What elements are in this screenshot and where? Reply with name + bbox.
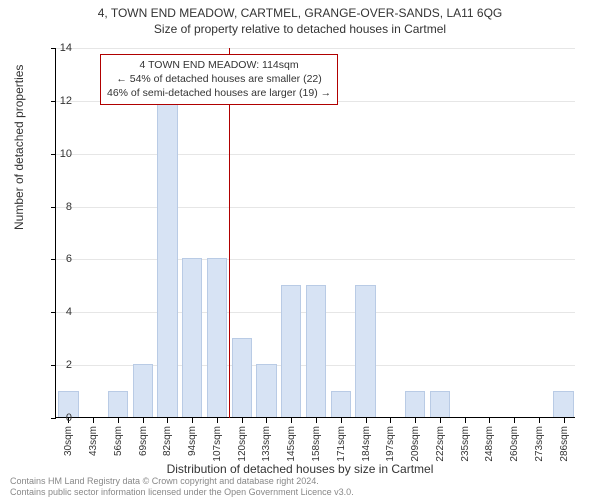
footer-line2: Contains public sector information licen… — [10, 487, 354, 498]
xtick-mark — [390, 418, 391, 423]
xtick-label: 273sqm — [534, 426, 545, 466]
xtick-mark — [118, 418, 119, 423]
ytick-mark — [51, 259, 56, 260]
ytick-label: 10 — [60, 148, 72, 160]
ytick-mark — [51, 48, 56, 49]
bar — [157, 100, 177, 417]
xtick-label: 133sqm — [261, 426, 272, 466]
xtick-label: 82sqm — [162, 426, 173, 466]
xtick-mark — [440, 418, 441, 423]
xtick-label: 209sqm — [410, 426, 421, 466]
chart-container: 4 TOWN END MEADOW: 114sqm ← 54% of detac… — [55, 48, 575, 418]
xtick-label: 107sqm — [212, 426, 223, 466]
ytick-mark — [51, 418, 56, 419]
bar — [182, 258, 202, 417]
page-title-subtitle: Size of property relative to detached ho… — [0, 20, 600, 36]
bar — [306, 285, 326, 417]
xtick-label: 94sqm — [187, 426, 198, 466]
ytick-mark — [51, 365, 56, 366]
xtick-mark — [341, 418, 342, 423]
xtick-label: 248sqm — [484, 426, 495, 466]
ytick-label: 4 — [66, 306, 72, 318]
ytick-mark — [51, 101, 56, 102]
bar — [108, 391, 128, 417]
xtick-label: 158sqm — [311, 426, 322, 466]
bar — [207, 258, 227, 417]
xtick-mark — [242, 418, 243, 423]
ytick-label: 12 — [60, 95, 72, 107]
xtick-label: 197sqm — [385, 426, 396, 466]
footer-line1: Contains HM Land Registry data © Crown c… — [10, 476, 354, 487]
ytick-mark — [51, 312, 56, 313]
xtick-mark — [539, 418, 540, 423]
footer-attribution: Contains HM Land Registry data © Crown c… — [10, 476, 354, 498]
xtick-label: 43sqm — [88, 426, 99, 466]
bar — [281, 285, 301, 417]
xtick-mark — [415, 418, 416, 423]
bar — [355, 285, 375, 417]
xtick-mark — [366, 418, 367, 423]
xtick-mark — [93, 418, 94, 423]
page-title-address: 4, TOWN END MEADOW, CARTMEL, GRANGE-OVER… — [0, 0, 600, 20]
ytick-label: 6 — [66, 253, 72, 265]
annotation-box: 4 TOWN END MEADOW: 114sqm ← 54% of detac… — [100, 54, 338, 105]
grid-line — [56, 48, 575, 49]
xtick-mark — [514, 418, 515, 423]
xtick-label: 222sqm — [435, 426, 446, 466]
xtick-label: 145sqm — [286, 426, 297, 466]
xtick-label: 69sqm — [138, 426, 149, 466]
bar — [553, 391, 573, 417]
xtick-mark — [316, 418, 317, 423]
annotation-line1: 4 TOWN END MEADOW: 114sqm — [107, 58, 331, 72]
bar — [256, 364, 276, 417]
xtick-label: 56sqm — [113, 426, 124, 466]
grid-line — [56, 207, 575, 208]
y-axis-label: Number of detached properties — [12, 65, 26, 230]
bar — [430, 391, 450, 417]
xtick-label: 286sqm — [559, 426, 570, 466]
xtick-mark — [143, 418, 144, 423]
annotation-line2: ← 54% of detached houses are smaller (22… — [107, 72, 331, 86]
xtick-label: 171sqm — [336, 426, 347, 466]
xtick-label: 120sqm — [237, 426, 248, 466]
bar — [405, 391, 425, 417]
xtick-mark — [291, 418, 292, 423]
ytick-label: 0 — [66, 412, 72, 424]
xtick-mark — [167, 418, 168, 423]
xtick-mark — [192, 418, 193, 423]
bar — [331, 391, 351, 417]
ytick-mark — [51, 154, 56, 155]
xtick-mark — [564, 418, 565, 423]
xtick-label: 235sqm — [460, 426, 471, 466]
ytick-label: 14 — [60, 42, 72, 54]
xtick-label: 184sqm — [361, 426, 372, 466]
xtick-mark — [465, 418, 466, 423]
xtick-mark — [266, 418, 267, 423]
ytick-label: 8 — [66, 201, 72, 213]
grid-line — [56, 259, 575, 260]
ytick-mark — [51, 207, 56, 208]
xtick-mark — [489, 418, 490, 423]
bar — [232, 338, 252, 417]
annotation-line3: 46% of semi-detached houses are larger (… — [107, 86, 331, 100]
bar — [133, 364, 153, 417]
grid-line — [56, 154, 575, 155]
xtick-label: 30sqm — [63, 426, 74, 466]
xtick-label: 260sqm — [509, 426, 520, 466]
ytick-label: 2 — [66, 359, 72, 371]
xtick-mark — [217, 418, 218, 423]
